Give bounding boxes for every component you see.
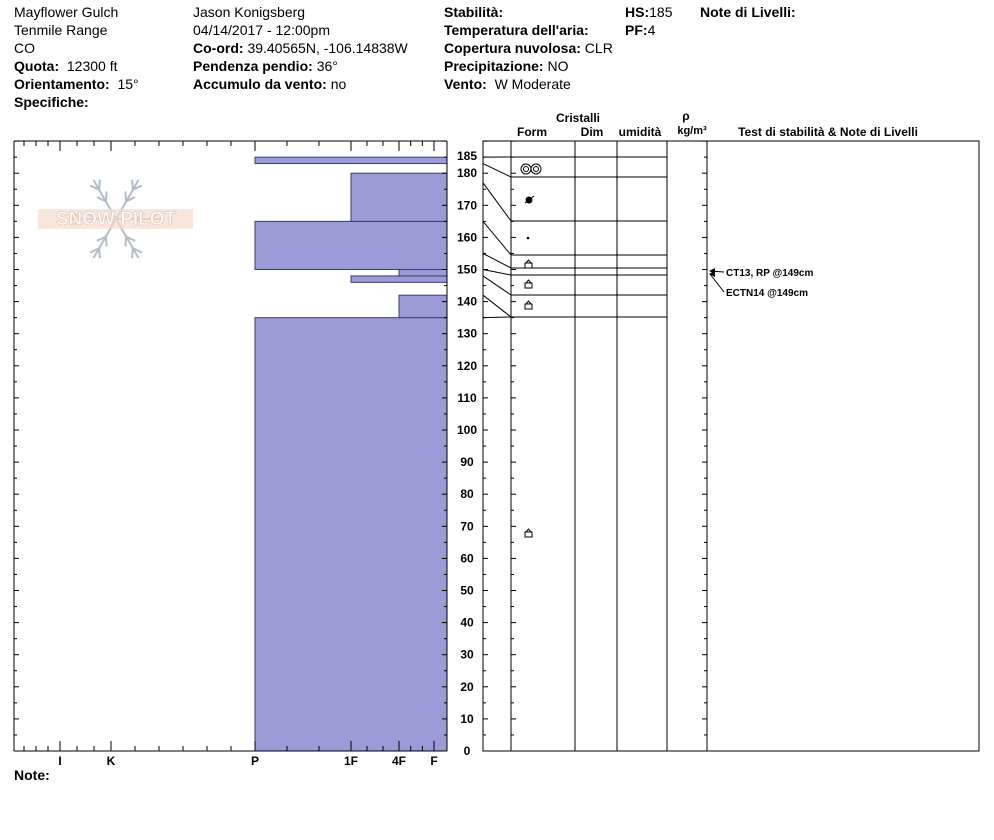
faceted-icon [524,259,533,269]
height-tick-label: 70 [460,519,474,533]
hardness-tick-label: 1F [344,754,358,768]
header-col3: Stabilità: Temperatura dell'aria: Copert… [444,3,613,93]
height-tick-label: 80 [460,487,474,501]
height-tick-label: 0 [464,744,471,758]
specifics: Specifiche: [14,94,89,110]
cloud-cover: Copertura nuvolosa: CLR [444,40,613,56]
state: CO [14,40,35,56]
height-tick-label: 40 [460,616,474,630]
range: Tenmile Range [14,22,108,38]
height-tick-label: 170 [457,198,477,212]
logo-text: SNOW PILOT [56,209,177,230]
col-rho: ρ [682,109,689,123]
slope: Pendenza pendio: 36° [193,58,338,74]
height-tick-label: 140 [457,295,477,309]
height-tick-label: 185 [457,149,477,163]
hardness-bar [254,220,448,271]
hardness-tick-label: F [430,754,437,768]
layer-connector [482,163,512,178]
height-tick-label: 50 [460,584,474,598]
col-crystals: Cristalli [556,111,600,125]
observer: Jason Konigsberg [193,4,306,20]
layer-connector [482,269,512,276]
col-form: Form [517,125,547,139]
stability-test-label: ECTN14 @149cm [726,288,808,299]
height-tick-label: 30 [460,648,474,662]
height-tick-label: 20 [460,680,474,694]
height-tick-label: 10 [460,712,474,726]
coords: Co-ord: 39.40565N, -106.14838W [193,40,408,56]
stability: Stabilità: [444,4,504,20]
datetime: 04/14/2017 - 12:00pm [193,22,330,38]
height-tick-label: 110 [457,391,477,405]
layer-connector [482,182,512,222]
snowpilot-logo: SNOW PILOT [38,179,193,259]
height-tick-label: 150 [457,263,477,277]
hardness-tick-label: P [251,754,259,768]
hardness-bar [398,294,448,319]
height-tick-label: 60 [460,551,474,565]
col-moisture: umidità [619,125,662,139]
header-col2: Jason Konigsberg 04/14/2017 - 12:00pm Co… [193,3,408,93]
hardness-bar [398,269,448,277]
aspect: Orientamento: 15° [14,76,139,92]
hardness-bar [254,317,448,752]
layer-connector [482,253,512,269]
faceted-icon [524,300,533,310]
hardness-tick-label: 4F [392,754,406,768]
layer-connector [482,316,512,319]
layer-notes-header: Note di Livelli: [700,4,796,20]
col-density-unit: kg/m³ [677,125,707,137]
melt-clusters-icon [520,163,542,175]
hardness-bar [350,172,448,222]
pf: PF:4 [625,22,656,38]
layer-connector [482,221,512,256]
air-temp: Temperatura dell'aria: [444,22,589,38]
col-stability-notes: Test di stabilità & Note di Livelli [738,125,918,139]
wind-loading: Accumulo da vento: no [193,76,347,92]
height-tick-label: 100 [457,423,477,437]
note-label: Note: [14,767,50,783]
header-col4: HS:185 PF:4 [625,3,672,39]
layer-connector [482,275,512,296]
faceted-icon [524,528,533,538]
stability-arrow [709,273,725,293]
col-size: Dim [581,125,604,139]
hs: HS:185 [625,4,673,20]
header-col1: Mayflower Gulch Tenmile Range CO Quota: … [14,3,139,111]
hardness-tick-label: I [58,754,61,768]
height-tick-label: 120 [457,359,477,373]
precipitation-particle-icon [526,236,530,240]
height-tick-label: 180 [457,166,477,180]
height-tick-label: 130 [457,327,477,341]
hardness-bar [254,156,448,165]
faceted-icon [524,279,533,289]
stability-test-label: CT13, RP @149cm [726,268,813,279]
precipitation: Precipitazione: NO [444,58,569,74]
hardness-tick-label: K [107,754,116,768]
elevation: Quota: 12300 ft [14,58,118,74]
melt-freeze-crust-icon [524,195,535,204]
height-tick-label: 90 [460,455,474,469]
location: Mayflower Gulch [14,4,119,20]
wind: Vento: W Moderate [444,76,571,92]
layer-connector [482,294,512,318]
hardness-bar [350,275,448,283]
height-tick-label: 160 [457,230,477,244]
